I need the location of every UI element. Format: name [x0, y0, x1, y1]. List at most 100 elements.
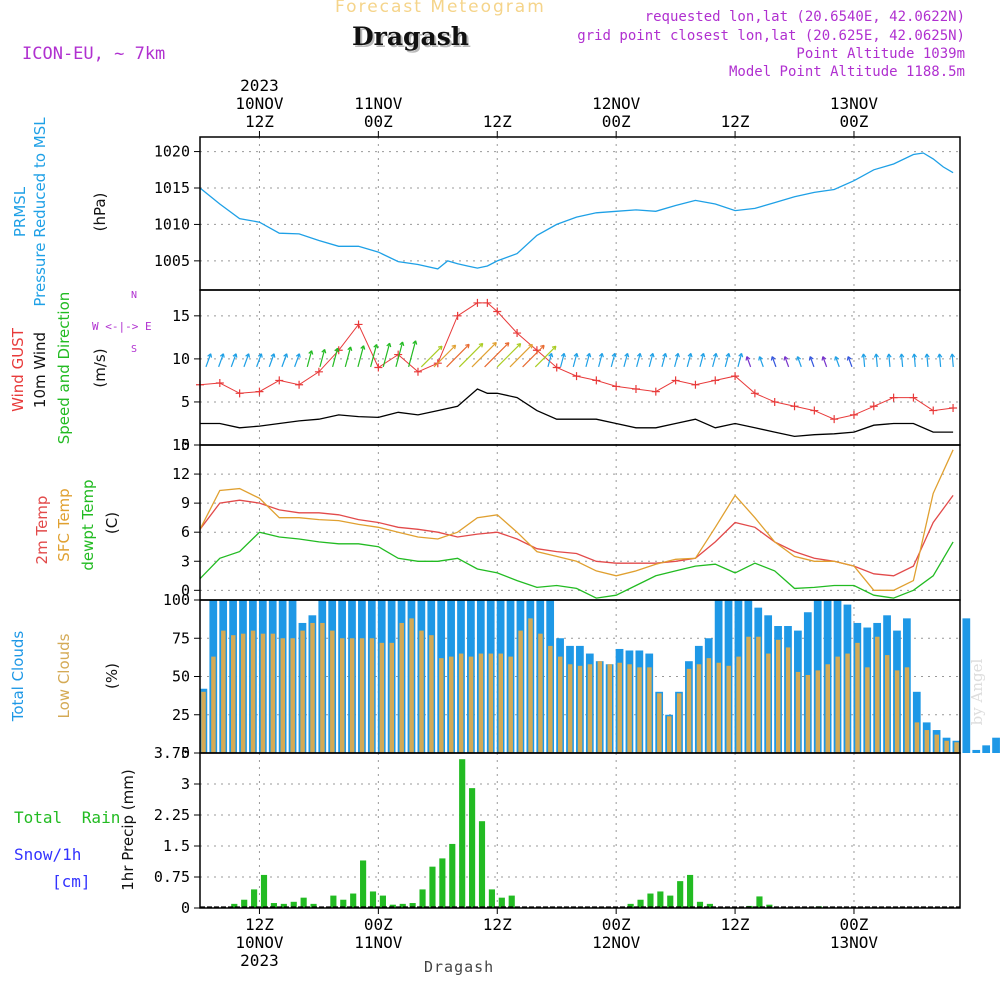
- wind-direction-arrow: [205, 353, 212, 368]
- rain-bar: [429, 866, 436, 908]
- wind-direction-arrowhead: [412, 340, 418, 345]
- low-cloud-bar: [666, 716, 672, 753]
- gust-marker: [453, 311, 462, 320]
- gust-marker: [572, 372, 581, 381]
- wind-direction-arrowhead: [886, 353, 892, 358]
- gust-marker: [929, 406, 938, 415]
- wind-direction-arrow: [534, 345, 557, 368]
- wind-direction-arrowhead: [283, 353, 289, 358]
- total-cloud-bar: [982, 745, 991, 753]
- rain-bar: [409, 903, 416, 908]
- wind-direction-arrowhead: [674, 352, 680, 358]
- precip-ytick-label: 3: [181, 775, 190, 793]
- wind-direction-arrowhead: [911, 353, 917, 358]
- wind-direction-arrowhead: [624, 352, 630, 358]
- top-time-label: 00Z: [840, 112, 869, 131]
- top-time-label: 12NOV: [592, 94, 641, 113]
- rain-bar: [667, 895, 674, 908]
- low-cloud-bar: [389, 642, 395, 753]
- top-time-label: 11NOV: [354, 94, 403, 113]
- wind-ytick-label: 5: [181, 393, 190, 411]
- low-cloud-bar: [597, 661, 603, 753]
- wind-direction-arrowhead: [451, 344, 457, 350]
- closest-coords: grid point closest lon,lat (20.625E, 42.…: [577, 28, 965, 44]
- clouds-panel: 0 25 50 75 100: [163, 591, 1000, 762]
- low-cloud-bar: [766, 653, 771, 753]
- rain-bar: [241, 899, 248, 908]
- low-cloud-bar: [726, 665, 731, 753]
- compass-we: W <-|-> E: [92, 320, 152, 333]
- wind-direction-arrowhead: [821, 356, 827, 361]
- bottom-time-label: 00Z: [840, 915, 869, 934]
- low-cloud-bar: [280, 638, 286, 753]
- wind-direction-arrow: [446, 343, 470, 368]
- clouds-ytick-label: 75: [172, 629, 190, 647]
- low-cloud-bar: [696, 664, 702, 753]
- dewpt-line: [199, 531, 954, 599]
- precip-ytick-label: 3.75: [154, 744, 190, 762]
- clouds-ytick-label: 0: [181, 744, 190, 762]
- rain-bar: [399, 903, 406, 908]
- low-cloud-bar: [914, 722, 920, 753]
- wind-direction-arrow: [610, 353, 616, 368]
- low-cloud-bar: [617, 662, 622, 753]
- low-cloud-bar: [944, 740, 949, 753]
- wind-direction-arrow: [796, 356, 802, 368]
- low-cloud-bar: [250, 630, 256, 753]
- pressure-ytick-label: 1015: [154, 179, 190, 197]
- wind-direction-arrowhead: [745, 356, 751, 361]
- wind-direction-arrowhead: [399, 341, 405, 347]
- rain-bar: [369, 891, 377, 908]
- low-cloud-bar: [399, 622, 404, 753]
- clouds-ytick-label: 25: [172, 706, 190, 724]
- rain-bar: [696, 901, 704, 908]
- bottom-time-label: 12Z: [483, 915, 512, 934]
- wind-direction-arrowhead: [783, 356, 789, 361]
- temperature-panel: 0 3 6 9 12 15: [172, 436, 960, 600]
- bottom-time-label: 12Z: [245, 915, 274, 934]
- low-cloud-bar: [607, 664, 613, 753]
- wind-direction-arrow: [522, 344, 545, 368]
- wind-direction-arrow: [458, 343, 484, 368]
- rain-bar: [488, 889, 495, 908]
- wind-ytick-label: 15: [172, 307, 190, 325]
- wind-direction-arrow: [758, 356, 764, 368]
- wind-direction-arrowhead: [611, 352, 617, 358]
- rain-bar: [478, 821, 486, 908]
- wind-direction-arrow: [496, 343, 522, 368]
- bottom-time-label: 11NOV: [354, 933, 403, 952]
- wind-direction-arrow: [585, 353, 591, 368]
- wind-direction-arrowhead: [334, 347, 340, 353]
- low-cloud-bar: [785, 647, 791, 753]
- rain-bar: [766, 904, 773, 908]
- top-time-label: 2023: [240, 76, 279, 95]
- gust-marker: [671, 376, 680, 385]
- rain-bar: [300, 897, 307, 908]
- gust-marker: [612, 382, 621, 391]
- wind-direction-arrowhead: [540, 344, 545, 350]
- low-cloud-bar: [330, 630, 335, 753]
- gust-marker: [790, 402, 799, 411]
- wind-direction-arrow: [243, 353, 250, 368]
- wind-direction-arrowhead: [861, 353, 867, 358]
- wind-direction-arrow: [547, 353, 553, 368]
- top-time-label: 00Z: [602, 112, 631, 131]
- rain-bar: [687, 874, 694, 908]
- low-cloud-bar: [201, 691, 206, 753]
- wind-direction-arrowhead: [899, 353, 905, 358]
- wind-direction-arrow: [598, 353, 603, 368]
- low-cloud-bar: [290, 638, 295, 753]
- wind-direction-arrowhead: [437, 345, 443, 351]
- wind-panel: 0 5 10 15: [172, 290, 960, 454]
- rain-bar: [459, 759, 466, 908]
- wind-direction-arrowhead: [560, 352, 566, 358]
- low-cloud-bar: [904, 667, 910, 753]
- low-cloud-bar: [716, 662, 721, 753]
- wind-direction-arrowhead: [270, 353, 276, 358]
- gust-marker: [215, 379, 224, 387]
- low-cloud-bar: [429, 635, 434, 753]
- pressure-panel: 1005 1010 1015 1020: [154, 137, 960, 290]
- low-cloud-bar: [865, 667, 870, 753]
- wind-direction-arrow: [951, 353, 954, 367]
- gust-marker: [374, 363, 383, 372]
